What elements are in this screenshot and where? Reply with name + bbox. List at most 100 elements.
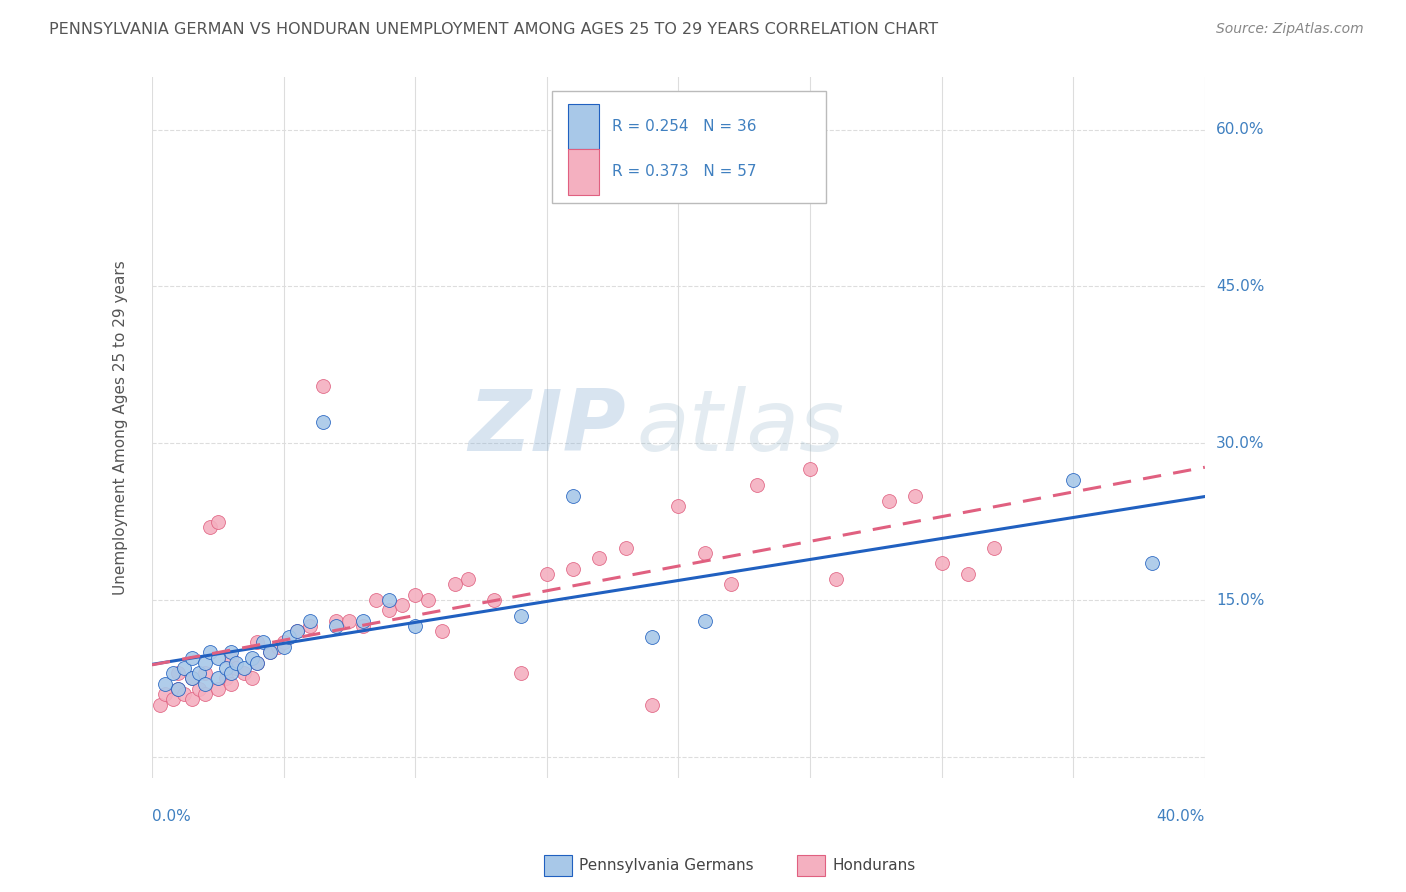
Point	[298, 614, 321, 628]
Point	[614, 541, 637, 555]
Point	[246, 656, 269, 670]
Point	[188, 681, 211, 696]
Text: Source: ZipAtlas.com: Source: ZipAtlas.com	[1216, 22, 1364, 37]
Point	[198, 645, 221, 659]
Text: R = 0.373   N = 57: R = 0.373 N = 57	[612, 164, 756, 179]
Point	[588, 551, 610, 566]
Point	[194, 687, 217, 701]
Point	[240, 650, 263, 665]
Point	[173, 687, 195, 701]
Point	[167, 681, 190, 696]
Point	[298, 619, 321, 633]
Point	[325, 619, 347, 633]
Point	[378, 593, 401, 607]
Point	[404, 588, 426, 602]
Point	[246, 635, 269, 649]
Point	[877, 493, 900, 508]
Point	[246, 656, 269, 670]
Point	[180, 692, 202, 706]
Point	[173, 661, 195, 675]
Text: 40.0%: 40.0%	[1157, 809, 1205, 824]
Point	[198, 520, 221, 534]
Point	[233, 666, 256, 681]
Point	[418, 593, 440, 607]
Point	[1140, 557, 1163, 571]
Point	[153, 676, 176, 690]
Point	[207, 681, 229, 696]
Point	[273, 640, 295, 654]
Point	[225, 661, 247, 675]
Text: Hondurans: Hondurans	[832, 858, 915, 872]
Point	[509, 608, 531, 623]
Point	[312, 378, 335, 392]
Text: 0.0%: 0.0%	[152, 809, 191, 824]
Point	[167, 681, 190, 696]
Point	[273, 635, 295, 649]
Text: PENNSYLVANIA GERMAN VS HONDURAN UNEMPLOYMENT AMONG AGES 25 TO 29 YEARS CORRELATI: PENNSYLVANIA GERMAN VS HONDURAN UNEMPLOY…	[49, 22, 938, 37]
Point	[162, 692, 184, 706]
Point	[162, 666, 184, 681]
Text: atlas: atlas	[637, 386, 845, 469]
FancyBboxPatch shape	[553, 92, 825, 203]
Point	[285, 624, 308, 639]
Bar	[568, 103, 599, 149]
Point	[153, 687, 176, 701]
Point	[364, 593, 387, 607]
Y-axis label: Unemployment Among Ages 25 to 29 years: Unemployment Among Ages 25 to 29 years	[114, 260, 128, 595]
Point	[825, 572, 848, 586]
Point	[668, 499, 690, 513]
Point	[207, 672, 229, 686]
Point	[641, 630, 664, 644]
Point	[352, 614, 374, 628]
Point	[207, 515, 229, 529]
Point	[267, 640, 290, 654]
Point	[1062, 473, 1084, 487]
Point	[219, 645, 242, 659]
Point	[443, 577, 465, 591]
Point	[252, 635, 274, 649]
Text: R = 0.254   N = 36: R = 0.254 N = 36	[612, 119, 756, 134]
Bar	[568, 149, 599, 194]
Point	[259, 645, 281, 659]
Point	[404, 619, 426, 633]
Point	[747, 478, 769, 492]
Point	[240, 672, 263, 686]
Point	[641, 698, 664, 712]
Point	[215, 672, 238, 686]
Point	[149, 698, 172, 712]
Point	[904, 489, 927, 503]
Point	[225, 656, 247, 670]
Point	[194, 656, 217, 670]
Text: 45.0%: 45.0%	[1216, 279, 1264, 294]
Point	[180, 672, 202, 686]
Point	[167, 666, 190, 681]
Point	[259, 645, 281, 659]
Point	[509, 666, 531, 681]
Point	[693, 614, 716, 628]
Point	[693, 546, 716, 560]
Point	[219, 650, 242, 665]
Point	[285, 624, 308, 639]
Point	[277, 630, 299, 644]
Point	[219, 666, 242, 681]
Point	[312, 415, 335, 429]
Point	[562, 489, 585, 503]
Point	[207, 650, 229, 665]
Point	[194, 676, 217, 690]
Point	[457, 572, 479, 586]
Point	[325, 614, 347, 628]
Point	[194, 666, 217, 681]
Point	[536, 566, 558, 581]
Point	[233, 661, 256, 675]
Point	[562, 562, 585, 576]
Text: Pennsylvania Germans: Pennsylvania Germans	[579, 858, 754, 872]
Point	[799, 462, 821, 476]
Point	[720, 577, 742, 591]
Point	[180, 650, 202, 665]
Text: ZIP: ZIP	[468, 386, 626, 469]
Point	[391, 599, 413, 613]
Point	[219, 676, 242, 690]
Point	[956, 566, 979, 581]
Point	[352, 619, 374, 633]
Point	[215, 661, 238, 675]
